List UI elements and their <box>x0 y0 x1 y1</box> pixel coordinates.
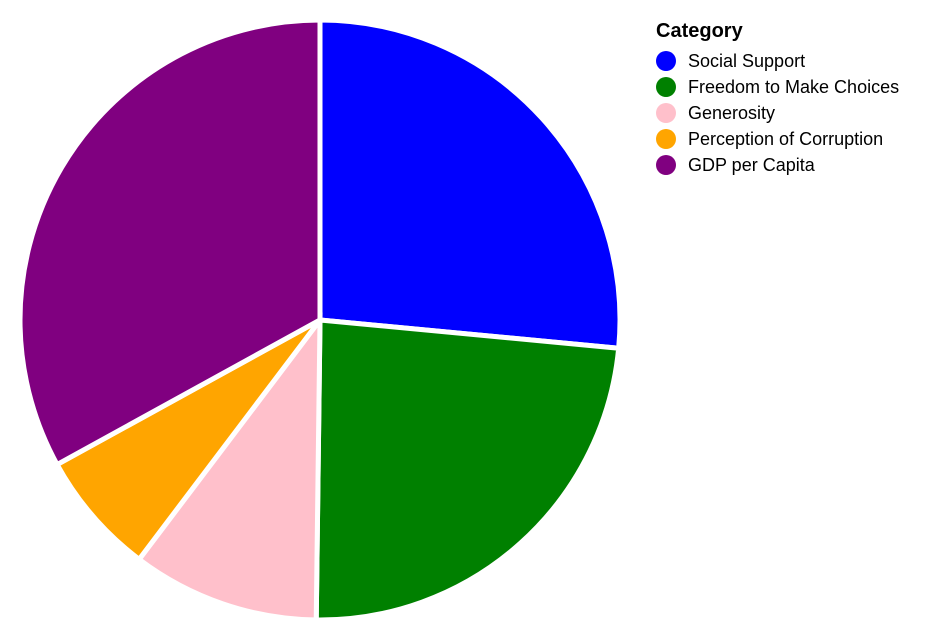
pie-slice-social-support <box>317 17 623 351</box>
legend-title: Category <box>656 20 743 42</box>
legend-item-generosity: Generosity <box>656 100 899 126</box>
pie-slice-generosity <box>135 312 323 623</box>
legend-label: Generosity <box>688 102 776 123</box>
pie-slices <box>17 17 623 623</box>
legend-swatch <box>656 77 676 97</box>
pie-slice-gdp-per-capita <box>17 17 323 468</box>
legend: Category Social Support Freedom to Make C… <box>656 19 899 178</box>
legend-item-freedom-to-make-choices: Freedom to Make Choices <box>656 74 899 100</box>
legend-item-gdp-per-capita: GDP per Capita <box>656 152 899 178</box>
legend-label: GDP per Capita <box>688 154 815 175</box>
legend-swatch <box>656 51 676 71</box>
legend-items: Social Support Freedom to Make Choices Gen… <box>656 48 899 178</box>
legend-swatch <box>656 103 676 123</box>
legend-item-social-support: Social Support <box>656 48 899 74</box>
legend-label: Perception of Corruption <box>688 128 884 149</box>
legend-swatch <box>656 129 676 149</box>
legend-label: Social Support <box>688 50 806 71</box>
legend-label: Freedom to Make Choices <box>688 76 900 97</box>
legend-swatch <box>656 155 676 175</box>
legend-item-perception-of-corruption: Perception of Corruption <box>656 126 899 152</box>
pie-slice-freedom-to-make-choices <box>313 317 622 623</box>
